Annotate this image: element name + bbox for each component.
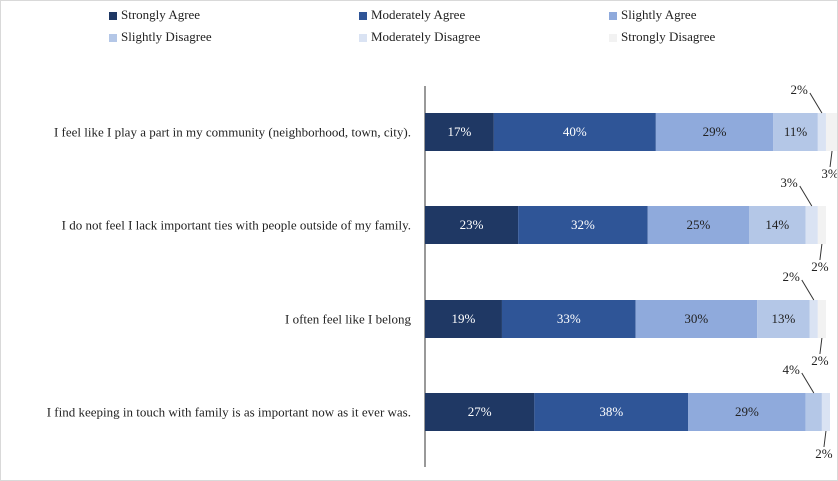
legend-swatch	[109, 34, 117, 42]
bar-segment	[518, 206, 648, 244]
bar-segment	[425, 206, 519, 244]
bar-segment	[635, 300, 758, 338]
category-label: I do not feel I lack important ties with…	[61, 217, 411, 233]
bar-segment	[655, 113, 774, 151]
bar-segment	[821, 393, 830, 431]
data-label: 23%	[460, 217, 484, 232]
leader-line	[829, 150, 833, 168]
data-label: 27%	[468, 404, 492, 419]
data-label: 17%	[448, 124, 472, 139]
data-label: 29%	[735, 404, 759, 419]
bar-segment	[809, 300, 818, 338]
bar-segment	[757, 300, 810, 338]
bar-segment	[501, 300, 636, 338]
data-label: 2%	[811, 259, 829, 274]
data-label: 13%	[772, 311, 796, 326]
legend-label: Strongly Disagree	[621, 29, 715, 44]
legend-swatch	[359, 34, 367, 42]
leader-line	[801, 372, 815, 394]
bar-segment	[773, 113, 818, 151]
bar-segment	[493, 113, 656, 151]
data-label: 2%	[782, 269, 800, 284]
data-label: 2%	[811, 353, 829, 368]
bar-segment	[817, 113, 826, 151]
data-label: 40%	[563, 124, 587, 139]
bar-segment	[817, 206, 826, 244]
bar-segment	[805, 206, 818, 244]
category-label: I feel like I play a part in my communit…	[53, 124, 411, 140]
data-label: 38%	[599, 404, 623, 419]
bar-segment	[425, 113, 494, 151]
data-label: 29%	[703, 124, 727, 139]
bar-segment	[425, 300, 502, 338]
leader-line	[799, 185, 813, 207]
legend-label: Strongly Agree	[121, 7, 200, 22]
leader-line	[819, 243, 823, 261]
data-label: 2%	[791, 82, 809, 97]
data-label: 3%	[780, 175, 798, 190]
legend-swatch	[609, 34, 617, 42]
legend-label: Slightly Disagree	[121, 29, 212, 44]
bar-segment	[647, 206, 749, 244]
category-label: I often feel like I belong	[285, 311, 411, 327]
legend-swatch	[109, 12, 117, 20]
bar-segment	[534, 393, 689, 431]
data-label: 2%	[815, 446, 833, 461]
data-label: 3%	[821, 166, 838, 181]
data-label: 33%	[557, 311, 581, 326]
data-label: 25%	[686, 217, 710, 232]
bar-segment	[749, 206, 806, 244]
legend-label: Slightly Agree	[621, 7, 697, 22]
bar-segment	[688, 393, 806, 431]
legend-swatch	[359, 12, 367, 20]
category-label: I find keeping in touch with family is a…	[46, 404, 411, 420]
data-label: 4%	[782, 362, 800, 377]
legend-swatch	[609, 12, 617, 20]
data-label: 30%	[684, 311, 708, 326]
leader-line	[819, 337, 823, 355]
bar-segment	[825, 113, 837, 151]
legend-label: Moderately Disagree	[371, 29, 481, 44]
bar-segment	[805, 393, 822, 431]
leader-line	[823, 430, 827, 448]
bar-segment	[425, 393, 535, 431]
leader-line	[809, 92, 823, 114]
bar-segment	[817, 300, 826, 338]
leader-line	[801, 279, 815, 301]
data-label: 11%	[784, 124, 808, 139]
data-label: 14%	[765, 217, 789, 232]
data-label: 19%	[452, 311, 476, 326]
data-label: 32%	[571, 217, 595, 232]
legend-label: Moderately Agree	[371, 7, 465, 22]
